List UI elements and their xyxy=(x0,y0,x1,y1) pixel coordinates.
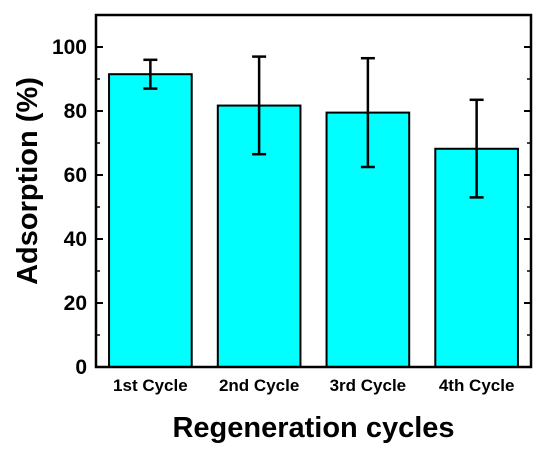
x-tick-label-2: 2nd Cycle xyxy=(219,376,299,395)
x-tick-label-1: 1st Cycle xyxy=(113,376,188,395)
x-axis: 1st Cycle 2nd Cycle 3rd Cycle 4th Cycle xyxy=(113,376,514,395)
bars xyxy=(108,73,519,368)
y-tick-label-60: 60 xyxy=(64,164,87,187)
error-bars xyxy=(143,55,484,199)
bar-1 xyxy=(108,73,193,368)
y-tick-label-40: 40 xyxy=(64,228,87,251)
y-tick-label-0: 0 xyxy=(75,356,87,379)
x-tick-label-3: 3rd Cycle xyxy=(330,376,407,395)
y-tick-label-80: 80 xyxy=(64,100,87,123)
y-tick-label-100: 100 xyxy=(52,36,87,59)
x-axis-title: Regeneration cycles xyxy=(172,412,454,444)
y-tick-label-20: 20 xyxy=(64,292,87,315)
plot-frame xyxy=(94,13,533,369)
x-tick-label-4: 4th Cycle xyxy=(439,376,515,395)
y-axis: 0 20 40 60 80 100 xyxy=(52,36,531,379)
y-axis-title: Adsorption (%) xyxy=(12,77,44,285)
